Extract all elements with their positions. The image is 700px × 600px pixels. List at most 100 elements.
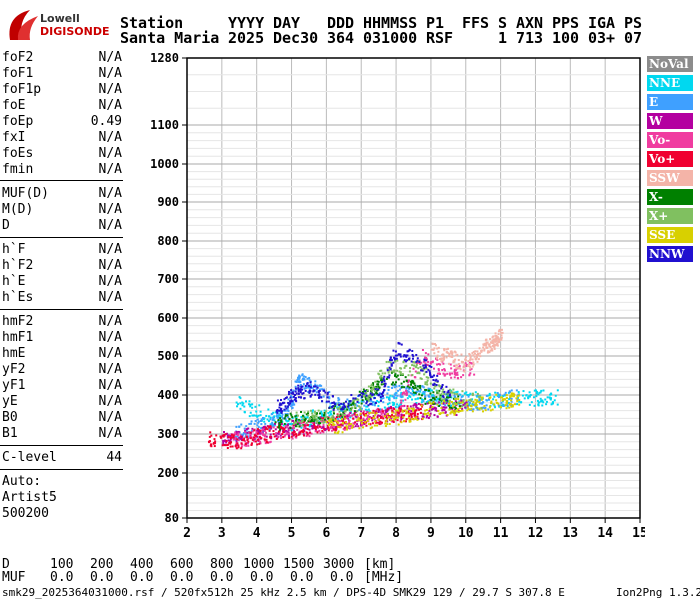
data-point <box>539 397 542 400</box>
data-point <box>214 440 217 443</box>
data-point <box>291 422 294 425</box>
data-point <box>439 396 442 399</box>
data-point <box>317 394 320 397</box>
data-point <box>400 408 403 411</box>
data-point <box>500 328 503 331</box>
series-sse <box>325 392 521 435</box>
data-point <box>318 389 321 392</box>
data-point <box>415 363 418 366</box>
data-point <box>284 413 287 416</box>
data-point <box>291 403 294 406</box>
data-point <box>405 354 408 357</box>
param-value: N/A <box>98 410 122 425</box>
auto-code: 500200 <box>2 506 49 521</box>
data-point <box>308 391 311 394</box>
data-point <box>448 352 451 355</box>
data-point <box>357 398 360 401</box>
data-point <box>279 434 282 437</box>
data-point <box>292 389 295 392</box>
data-point <box>393 369 396 372</box>
data-point <box>474 350 477 353</box>
data-point <box>392 370 395 373</box>
data-point <box>320 412 323 415</box>
data-point <box>433 387 436 390</box>
data-point <box>413 382 416 385</box>
data-point <box>280 437 283 440</box>
data-point <box>437 362 440 365</box>
data-point <box>495 393 498 396</box>
data-point <box>239 407 242 410</box>
data-point <box>417 397 420 400</box>
data-point <box>357 417 360 420</box>
data-point <box>357 409 360 412</box>
data-point <box>409 395 412 398</box>
data-point <box>264 422 267 425</box>
data-point <box>436 374 439 377</box>
data-point <box>450 390 453 393</box>
data-point <box>348 424 351 427</box>
data-point <box>489 346 492 349</box>
data-point <box>323 416 326 419</box>
data-point <box>540 389 543 392</box>
data-point <box>346 415 349 418</box>
data-point <box>387 385 390 388</box>
data-point <box>311 421 314 424</box>
data-point <box>468 361 471 364</box>
data-point <box>468 352 471 355</box>
data-point <box>306 377 309 380</box>
x-tick-label: 14 <box>597 526 613 541</box>
data-point <box>222 435 225 438</box>
data-point <box>518 403 521 406</box>
data-point <box>470 408 473 411</box>
data-point <box>442 395 445 398</box>
data-point <box>225 441 228 444</box>
data-point <box>420 369 423 372</box>
data-point <box>252 436 255 439</box>
data-point <box>330 420 333 423</box>
data-point <box>276 416 279 419</box>
data-point <box>339 407 342 410</box>
data-point <box>283 435 286 438</box>
data-point <box>441 383 444 386</box>
data-point <box>249 411 252 414</box>
data-point <box>265 435 268 438</box>
data-point <box>438 398 441 401</box>
data-point <box>456 408 459 411</box>
data-point <box>339 420 342 423</box>
data-point <box>425 412 428 415</box>
data-point <box>407 411 410 414</box>
data-point <box>272 423 275 426</box>
data-point <box>427 417 430 420</box>
data-point <box>392 411 395 414</box>
data-point <box>305 434 308 437</box>
data-point <box>370 383 373 386</box>
data-point <box>420 394 423 397</box>
data-point <box>294 421 297 424</box>
data-point <box>278 409 281 412</box>
data-point <box>379 369 382 372</box>
data-point <box>345 406 348 409</box>
data-point <box>432 397 435 400</box>
data-point <box>470 362 473 365</box>
data-point <box>419 365 422 368</box>
data-point <box>481 396 484 399</box>
data-point <box>269 436 272 439</box>
data-point <box>332 412 335 415</box>
data-point <box>429 362 432 365</box>
data-point <box>453 406 456 409</box>
data-point <box>402 355 405 358</box>
data-point <box>370 402 373 405</box>
data-point <box>279 414 282 417</box>
data-point <box>242 402 245 405</box>
data-point <box>299 389 302 392</box>
data-point <box>390 383 393 386</box>
data-point <box>362 419 365 422</box>
data-point <box>365 405 368 408</box>
data-point <box>319 422 322 425</box>
data-point <box>394 354 397 357</box>
param-fof1p: foF1p N/A <box>2 82 122 98</box>
data-point <box>287 393 290 396</box>
data-point <box>412 391 415 394</box>
data-point <box>344 417 347 420</box>
data-point <box>426 379 429 382</box>
